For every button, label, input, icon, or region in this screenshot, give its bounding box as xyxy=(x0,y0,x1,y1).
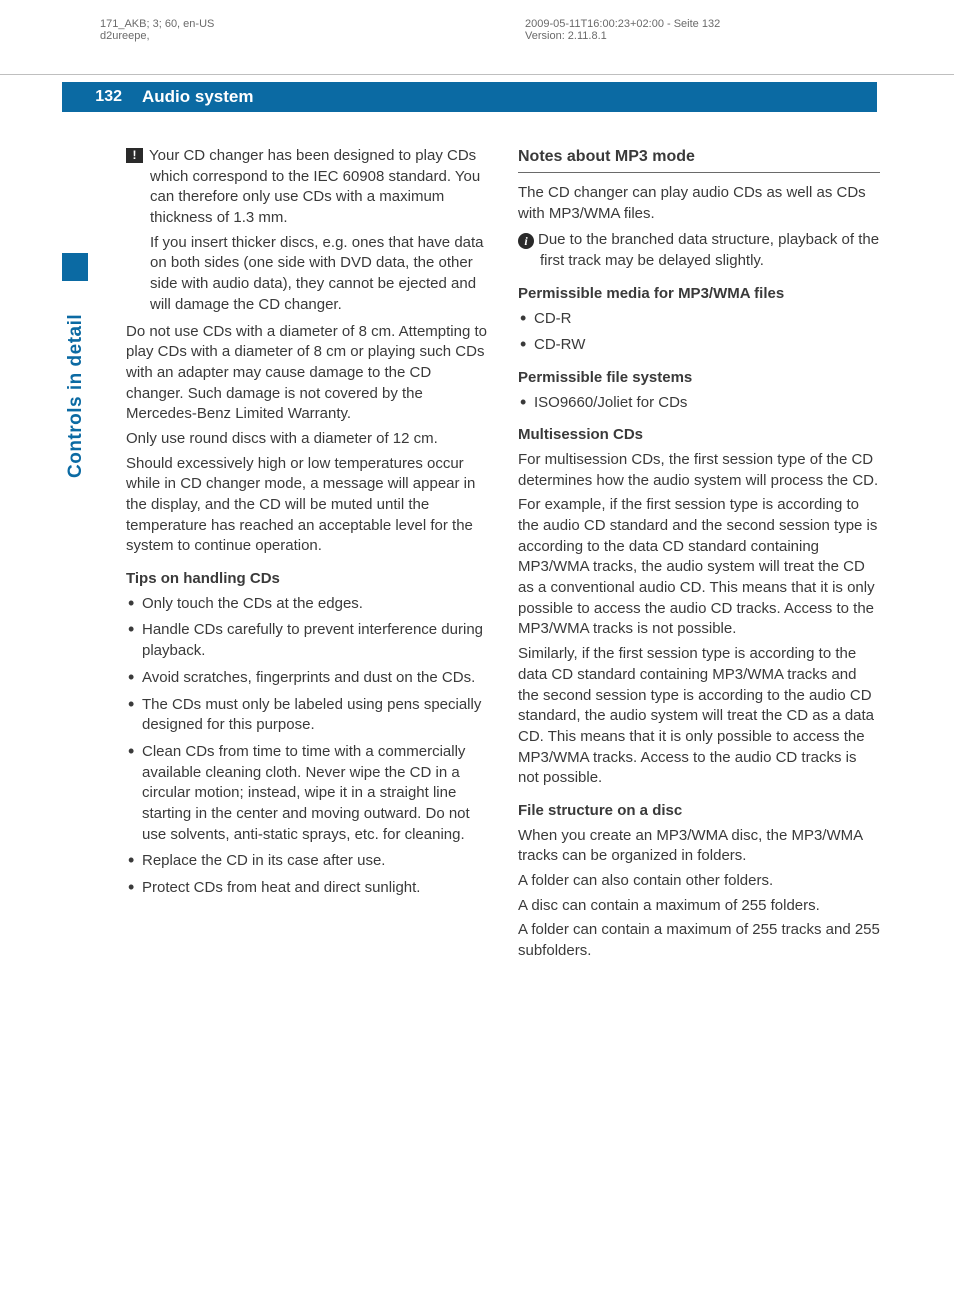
meta-right-line1: 2009-05-11T16:00:23+02:00 - Seite 132 xyxy=(525,18,720,30)
subheading-permissible-fs: Permissible file systems xyxy=(518,368,880,389)
permissible-media-list: CD-R CD-RW xyxy=(518,309,880,356)
list-item: Clean CDs from time to time with a comme… xyxy=(142,742,488,845)
body-paragraph: When you create an MP3/WMA disc, the MP3… xyxy=(518,826,880,867)
subheading-multisession: Multisession CDs xyxy=(518,425,880,446)
section-tab: Controls in detail xyxy=(62,253,88,483)
section-heading-mp3: Notes about MP3 mode xyxy=(518,146,880,168)
info-paragraph: iDue to the branched data structure, pla… xyxy=(540,230,880,271)
warning-icon: ! xyxy=(126,148,143,163)
info-block: iDue to the branched data structure, pla… xyxy=(518,230,880,271)
top-rule xyxy=(0,74,954,75)
section-tab-label: Controls in detail xyxy=(65,314,87,478)
column-left: !Your CD changer has been designed to pl… xyxy=(126,146,488,966)
warning-block: !Your CD changer has been designed to pl… xyxy=(126,146,488,316)
column-right: Notes about MP3 mode The CD changer can … xyxy=(518,146,880,966)
page-header: 132 Audio system xyxy=(62,82,877,112)
body-paragraph: Do not use CDs with a diameter of 8 cm. … xyxy=(126,322,488,425)
body-paragraph: The CD changer can play audio CDs as wel… xyxy=(518,183,880,224)
page-title: Audio system xyxy=(130,82,877,112)
page-number: 132 xyxy=(62,82,130,112)
body-paragraph: Similarly, if the first session type is … xyxy=(518,644,880,789)
subheading-tips: Tips on handling CDs xyxy=(126,569,488,590)
subheading-permissible-media: Permissible media for MP3/WMA files xyxy=(518,284,880,305)
tips-list: Only touch the CDs at the edges. Handle … xyxy=(126,594,488,899)
body-paragraph: A folder can also contain other folders. xyxy=(518,871,880,892)
section-tab-color xyxy=(62,253,88,281)
list-item: CD-RW xyxy=(534,335,880,356)
section-rule xyxy=(518,172,880,173)
meta-left-line2: d2ureepe, xyxy=(100,30,214,42)
body-paragraph: Only use round discs with a diameter of … xyxy=(126,429,488,450)
info-icon: i xyxy=(518,233,534,249)
meta-right-line2: Version: 2.11.8.1 xyxy=(525,30,720,42)
body-paragraph: A folder can contain a maximum of 255 tr… xyxy=(518,920,880,961)
list-item: The CDs must only be labeled using pens … xyxy=(142,695,488,736)
body-paragraph: For multisession CDs, the first session … xyxy=(518,450,880,491)
list-item: Replace the CD in its case after use. xyxy=(142,851,488,872)
warning-paragraph-2: If you insert thicker discs, e.g. ones t… xyxy=(150,233,488,316)
permissible-fs-list: ISO9660/Joliet for CDs xyxy=(518,393,880,414)
list-item: Only touch the CDs at the edges. xyxy=(142,594,488,615)
body-paragraph: Should excessively high or low temperatu… xyxy=(126,454,488,557)
body-paragraph: A disc can contain a maximum of 255 fold… xyxy=(518,896,880,917)
body-paragraph: For example, if the first session type i… xyxy=(518,495,880,640)
list-item: Handle CDs carefully to prevent interfer… xyxy=(142,620,488,661)
list-item: Avoid scratches, fingerprints and dust o… xyxy=(142,668,488,689)
page-body: !Your CD changer has been designed to pl… xyxy=(126,146,881,966)
subheading-file-structure: File structure on a disc xyxy=(518,801,880,822)
meta-left-line1: 171_AKB; 3; 60, en-US xyxy=(100,18,214,30)
list-item: ISO9660/Joliet for CDs xyxy=(534,393,880,414)
warning-paragraph-1: !Your CD changer has been designed to pl… xyxy=(150,146,488,229)
list-item: Protect CDs from heat and direct sunligh… xyxy=(142,878,488,899)
list-item: CD-R xyxy=(534,309,880,330)
